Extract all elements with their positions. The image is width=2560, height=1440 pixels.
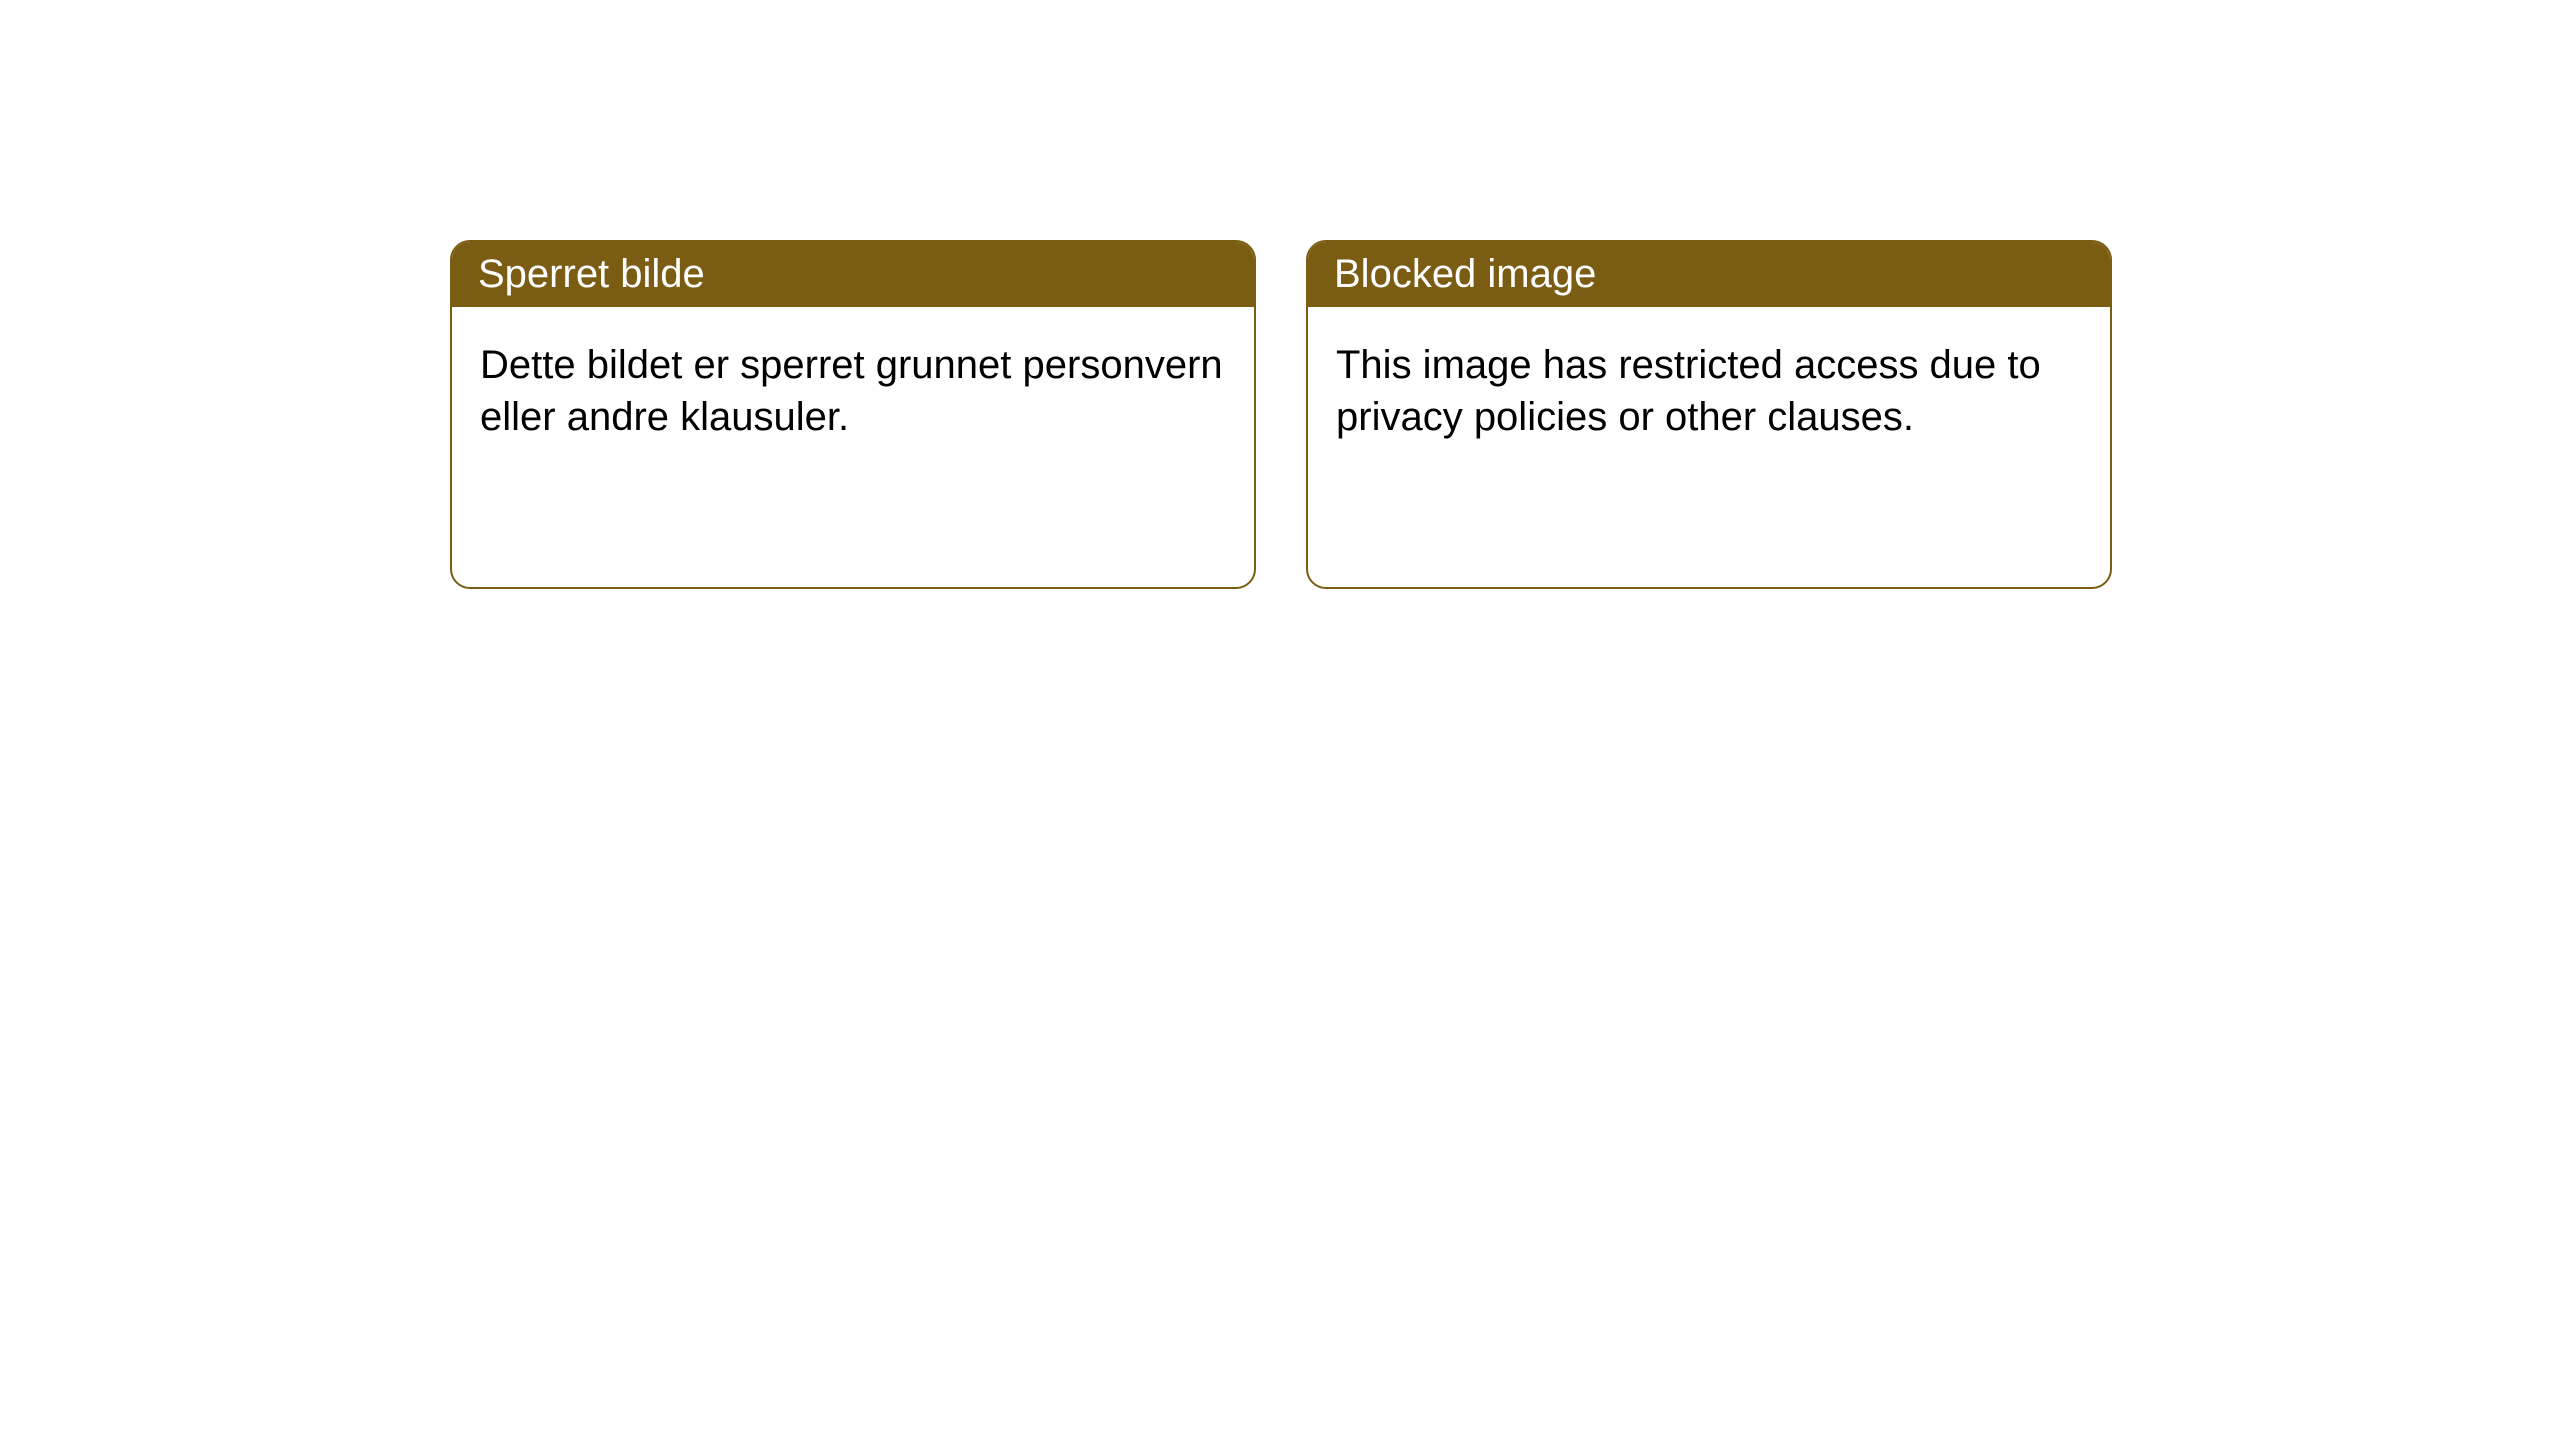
- card-body-text: This image has restricted access due to …: [1336, 343, 2041, 439]
- notice-card-norwegian: Sperret bilde Dette bildet er sperret gr…: [450, 240, 1256, 589]
- card-body: Dette bildet er sperret grunnet personve…: [452, 307, 1254, 587]
- card-body-text: Dette bildet er sperret grunnet personve…: [480, 343, 1223, 439]
- notice-card-english: Blocked image This image has restricted …: [1306, 240, 2112, 589]
- card-title: Sperret bilde: [478, 252, 705, 296]
- card-header: Blocked image: [1308, 242, 2110, 307]
- card-title: Blocked image: [1334, 252, 1596, 296]
- notice-cards-container: Sperret bilde Dette bildet er sperret gr…: [0, 0, 2560, 589]
- card-body: This image has restricted access due to …: [1308, 307, 2110, 587]
- card-header: Sperret bilde: [452, 242, 1254, 307]
